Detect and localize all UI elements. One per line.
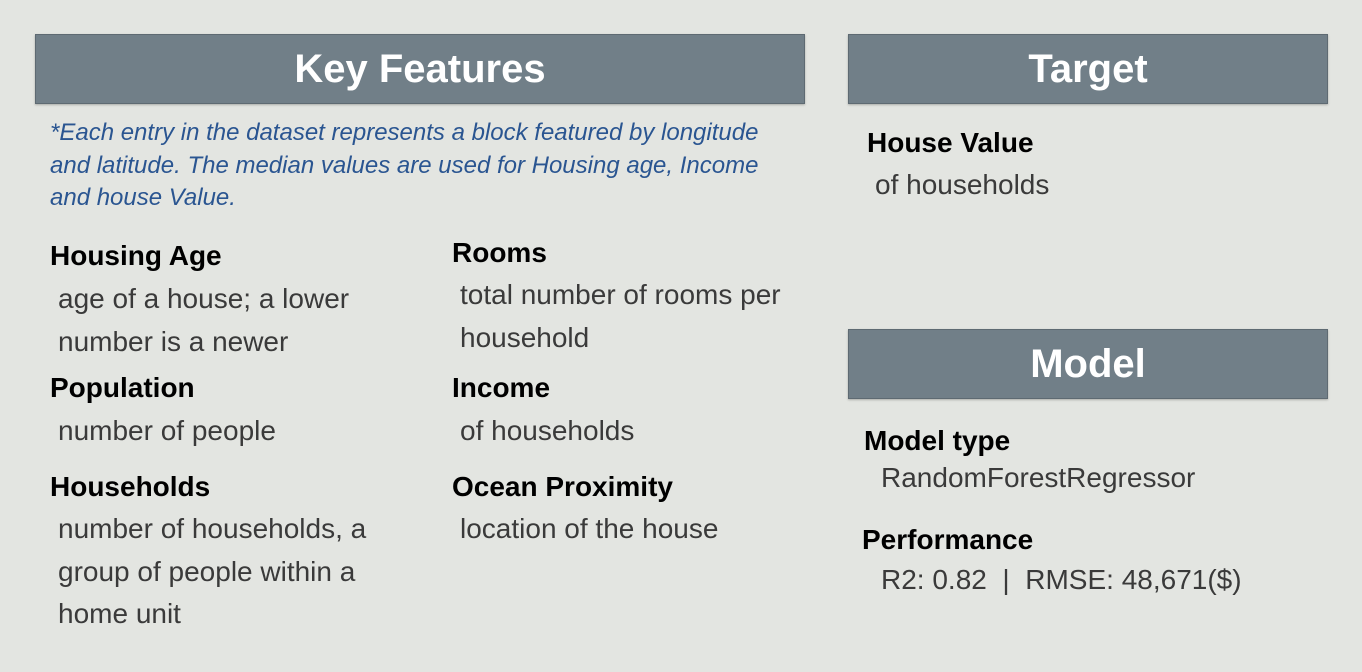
key-features-title: Key Features — [294, 46, 546, 91]
target-term: House Value — [867, 127, 1034, 158]
model-header: Model — [848, 329, 1328, 399]
model-type-label: Model type — [864, 425, 1011, 456]
feature-term-income: Income — [452, 372, 551, 403]
model-type-value: RandomForestRegressor — [881, 462, 1196, 493]
feature-desc-income: of households — [460, 415, 635, 446]
feature-term-households: Households — [50, 471, 211, 502]
model-title: Model — [1030, 341, 1146, 386]
dataset-note: *Each entry in the dataset represents a … — [50, 119, 759, 211]
target-header: Target — [848, 34, 1328, 104]
feature-term-population: Population — [50, 372, 195, 403]
key-features-header: Key Features — [35, 34, 805, 104]
feature-desc-population: number of people — [58, 415, 276, 446]
target-title: Target — [1028, 46, 1148, 91]
feature-desc-households: number of households, a group of people … — [58, 513, 367, 629]
performance-label: Performance — [862, 524, 1034, 555]
performance-value: R2: 0.82 | RMSE: 48,671($) — [881, 564, 1242, 595]
feature-term-ocean-proximity: Ocean Proximity — [452, 471, 673, 502]
feature-term-housing-age: Housing Age — [50, 240, 222, 271]
target-desc: of households — [875, 169, 1050, 200]
feature-desc-rooms: total number of rooms per household — [460, 279, 781, 353]
feature-desc-housing-age: age of a house; a lower number is a newe… — [58, 283, 350, 357]
feature-term-rooms: Rooms — [452, 237, 547, 268]
feature-desc-ocean-proximity: location of the house — [460, 513, 719, 544]
